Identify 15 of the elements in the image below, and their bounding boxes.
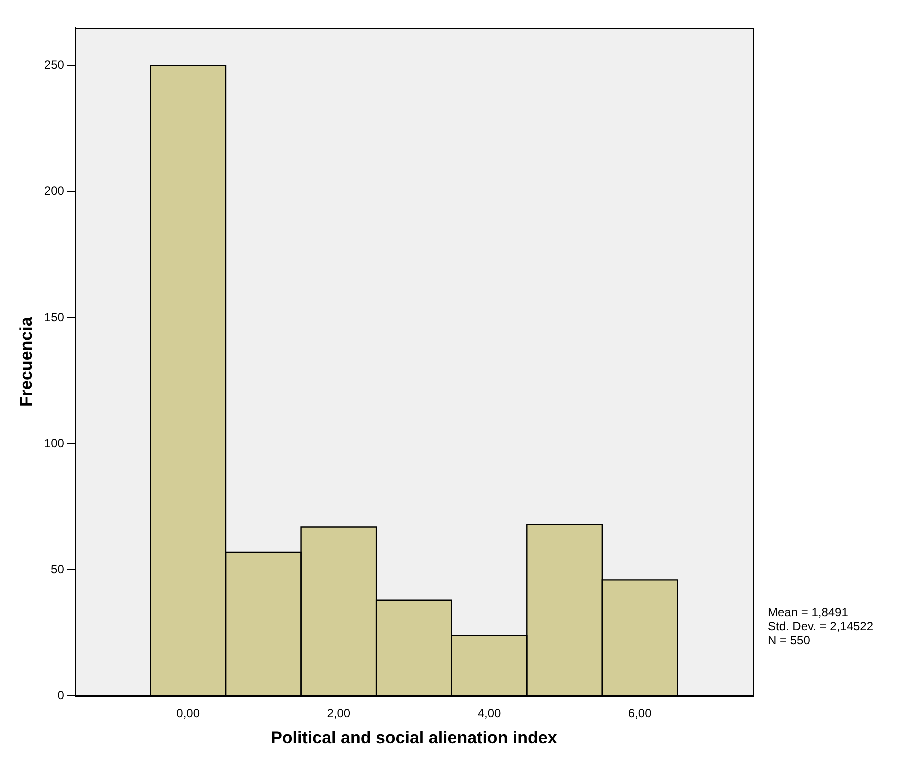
text: N = 550 xyxy=(768,634,811,648)
x-tick-label: 6,00 xyxy=(628,706,652,721)
text: Mean = 1,8491 xyxy=(768,606,849,620)
y-tick-label: 200 xyxy=(44,184,65,198)
y-axis-title: Frecuencia xyxy=(16,316,36,407)
x-tick-label: 2,00 xyxy=(327,706,351,721)
y-tick-label: 50 xyxy=(51,562,65,576)
text: Std. Dev. = 2,14522 xyxy=(768,620,874,634)
x-tick-label: 4,00 xyxy=(478,706,502,721)
x-axis-title: Political and social alienation index xyxy=(271,728,558,748)
y-tick-label: 100 xyxy=(44,436,65,450)
y-tick-label: 0 xyxy=(58,688,65,703)
y-tick-label: 250 xyxy=(44,58,65,72)
x-tick-label: 0,00 xyxy=(176,706,200,721)
y-tick-label: 150 xyxy=(44,310,65,324)
